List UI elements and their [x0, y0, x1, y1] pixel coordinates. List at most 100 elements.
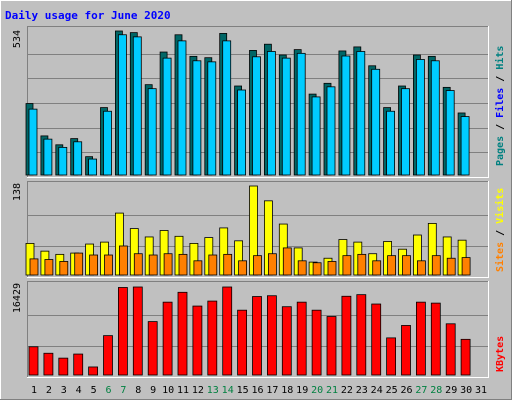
day-label: 10	[162, 385, 174, 396]
files-bar	[460, 116, 470, 176]
hits-max-label: 534	[12, 30, 23, 48]
day-label: 9	[150, 385, 156, 396]
sites-bar	[238, 260, 248, 276]
sites-bar	[89, 254, 98, 276]
files-bar	[177, 40, 187, 176]
files-bar	[311, 96, 321, 176]
kbytes-bar	[326, 316, 337, 376]
files-bar	[222, 40, 232, 176]
kbytes-bar	[296, 301, 307, 376]
visits-legend-visits: Visits	[494, 188, 506, 224]
hits-legend: Pages / Files / Hits	[494, 46, 506, 166]
files-bar	[296, 52, 306, 176]
files-bar	[371, 68, 381, 176]
day-label: 5	[91, 385, 97, 396]
kbytes-bar	[430, 302, 441, 376]
files-bar	[118, 34, 127, 176]
day-label: 20	[311, 385, 323, 396]
sites-bar	[178, 253, 188, 276]
day-label: 3	[61, 385, 67, 396]
sites-bar	[282, 247, 292, 276]
sites-bar	[357, 253, 367, 276]
sites-bar	[119, 245, 128, 276]
sites-bar	[163, 253, 173, 276]
files-bar	[28, 108, 38, 176]
sites-bar	[416, 260, 426, 276]
sites-bar	[312, 262, 322, 276]
day-label: 15	[237, 385, 249, 396]
kbytes-bar	[73, 353, 84, 376]
day-label: 16	[251, 385, 263, 396]
files-bar	[132, 36, 142, 176]
day-label: 22	[341, 385, 353, 396]
day-label: 6	[105, 385, 111, 396]
day-label: 30	[460, 385, 472, 396]
kbytes-bar	[118, 287, 128, 376]
kbytes-bar	[88, 366, 98, 376]
kbytes-bar	[415, 301, 426, 376]
sites-bar	[208, 254, 218, 276]
sites-bar	[223, 253, 233, 276]
hits-legend-files: Files	[494, 88, 506, 118]
kbytes-bar	[311, 309, 322, 376]
kbytes-bar	[281, 306, 292, 376]
day-label: 28	[430, 385, 442, 396]
sites-bar	[327, 261, 337, 276]
kbytes-bar	[103, 335, 113, 376]
kbytes-bar	[162, 301, 173, 376]
day-label: 31	[475, 385, 487, 396]
kbytes-bar	[237, 309, 248, 376]
files-bar	[415, 59, 425, 176]
files-bar	[445, 90, 455, 176]
day-label: 19	[296, 385, 308, 396]
day-label: 12	[192, 385, 204, 396]
files-bar	[386, 110, 396, 176]
kbytes-bar	[386, 337, 397, 376]
files-bar	[192, 60, 202, 176]
kbytes-bar	[266, 295, 277, 376]
kbytes-bar	[341, 295, 352, 376]
day-label: 26	[400, 385, 412, 396]
sites-bar	[461, 257, 471, 276]
day-label: 24	[371, 385, 383, 396]
files-bar	[73, 141, 83, 176]
visits-legend-sites: Sites	[494, 242, 506, 272]
kbytes-bar	[460, 338, 471, 376]
files-bar	[326, 86, 336, 176]
kbytes-bar	[222, 286, 233, 376]
files-bar	[281, 57, 291, 176]
kbytes-bar	[43, 352, 54, 376]
day-label: 18	[281, 385, 293, 396]
sites-bar	[104, 254, 113, 276]
sites-bar	[372, 260, 382, 276]
files-bar	[237, 89, 247, 176]
sites-bar	[342, 255, 352, 276]
day-label: 29	[445, 385, 457, 396]
files-bar	[58, 146, 68, 176]
day-label: 7	[120, 385, 126, 396]
kbytes-bar	[177, 291, 188, 376]
files-bar	[88, 158, 97, 176]
sites-bar	[446, 257, 456, 276]
files-bar	[430, 60, 440, 176]
sites-bar	[297, 260, 307, 276]
kbytes-bar	[132, 286, 143, 376]
files-bar	[147, 88, 157, 176]
kbytes-bar	[445, 323, 456, 376]
kbytes-bar	[356, 294, 367, 376]
chart-title: Daily usage for June 2020	[5, 9, 171, 22]
files-bar	[207, 61, 217, 176]
files-bar	[103, 110, 112, 176]
day-label: 17	[266, 385, 278, 396]
files-bar	[341, 55, 351, 176]
sites-bar	[402, 255, 411, 276]
sites-bar	[74, 252, 84, 276]
kbytes-bar	[192, 305, 203, 376]
hits-legend-separator: /	[495, 118, 506, 136]
sites-bar	[193, 260, 203, 276]
sites-bar	[44, 259, 54, 276]
kbytes-max-label: 16429	[12, 283, 23, 313]
day-label: 27	[415, 385, 427, 396]
day-label: 21	[326, 385, 338, 396]
